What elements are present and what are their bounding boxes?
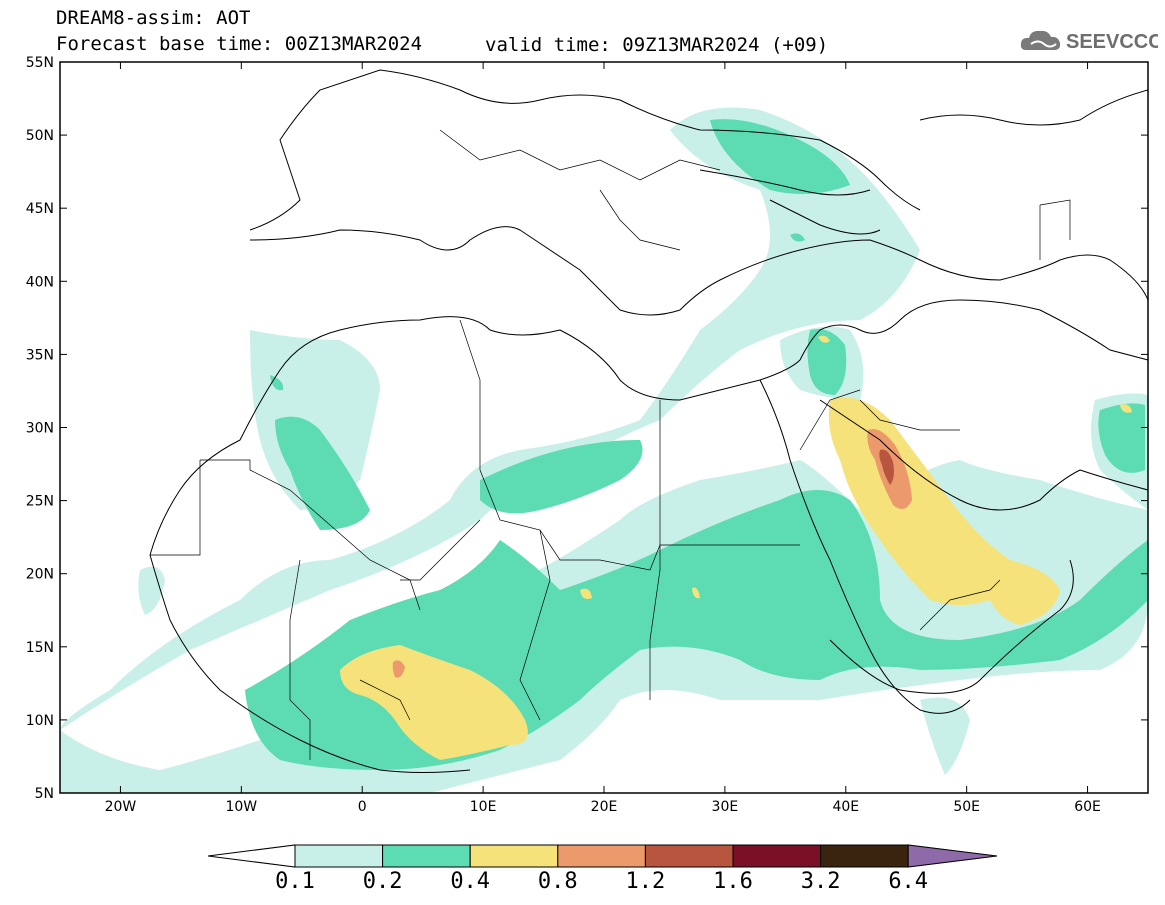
lon-tick-label: 60E	[1074, 799, 1101, 815]
lon-tick-label: 20E	[591, 799, 618, 815]
aot-level-1.2	[879, 449, 894, 485]
colorbar-label: 1.6	[713, 869, 753, 894]
colorbar-bin	[732, 844, 822, 868]
colorbar-label: 6.4	[888, 869, 928, 894]
colorbar: 0.1 0.2 0.4 0.8 1.2 1.6 3.2 6.4	[207, 844, 998, 894]
lat-tick-label: 10N	[26, 713, 54, 729]
colorbar-bin	[557, 844, 646, 868]
map-title: DREAM8-assim: AOT	[56, 7, 251, 29]
lat-tick-label: 55N	[26, 55, 54, 71]
lat-tick-label: 45N	[26, 201, 54, 217]
lat-tick-label: 35N	[26, 347, 54, 363]
borders	[150, 129, 1071, 760]
colorbar-under-triangle	[207, 844, 296, 868]
cloud-icon	[1020, 30, 1061, 50]
lat-tick-label: 30N	[26, 421, 54, 437]
lat-tick-label: 50N	[26, 128, 54, 144]
lon-tick-label: 50E	[953, 799, 980, 815]
colorbar-label: 0.4	[450, 869, 490, 894]
colorbar-bin	[294, 844, 384, 868]
colorbar-bin	[820, 844, 909, 868]
colorbar-label: 0.1	[275, 869, 315, 894]
axis-tick-labels: 5N 10N 15N 20N 25N 30N 35N 40N 45N 50N 55N 20W 10W 0 1…	[26, 55, 1101, 815]
axis-ticks	[60, 61, 1148, 794]
lon-tick-label: 30E	[712, 799, 739, 815]
lat-tick-label: 40N	[26, 274, 54, 290]
lat-tick-label: 25N	[26, 494, 54, 510]
colorbar-label: 0.8	[538, 869, 578, 894]
lon-tick-label: 10W	[225, 799, 257, 815]
valid-time: valid time: 09Z13MAR2024 (+09)	[485, 34, 829, 56]
seevccc-logo: SEEVCCC	[1020, 30, 1158, 53]
coastlines	[149, 69, 1148, 773]
lon-tick-label: 10E	[470, 799, 497, 815]
lat-tick-label: 20N	[26, 567, 54, 583]
colorbar-label: 1.2	[626, 869, 666, 894]
colorbar-label: 3.2	[801, 869, 841, 894]
colorbar-over-triangle	[907, 844, 998, 868]
lat-tick-label: 15N	[26, 640, 54, 656]
lon-tick-label: 20W	[105, 799, 137, 815]
aot-field	[60, 107, 1148, 793]
colorbar-bin	[644, 844, 734, 868]
forecast-base-time: Forecast base time: 00Z13MAR2024	[56, 33, 423, 55]
colorbar-bin	[382, 844, 471, 868]
colorbar-label: 0.2	[363, 869, 403, 894]
logo-text: SEEVCCC	[1066, 31, 1158, 53]
lat-tick-label: 5N	[35, 786, 54, 802]
colorbar-bin	[469, 844, 559, 868]
lon-tick-label: 0	[358, 799, 367, 815]
lon-tick-label: 40E	[832, 799, 859, 815]
